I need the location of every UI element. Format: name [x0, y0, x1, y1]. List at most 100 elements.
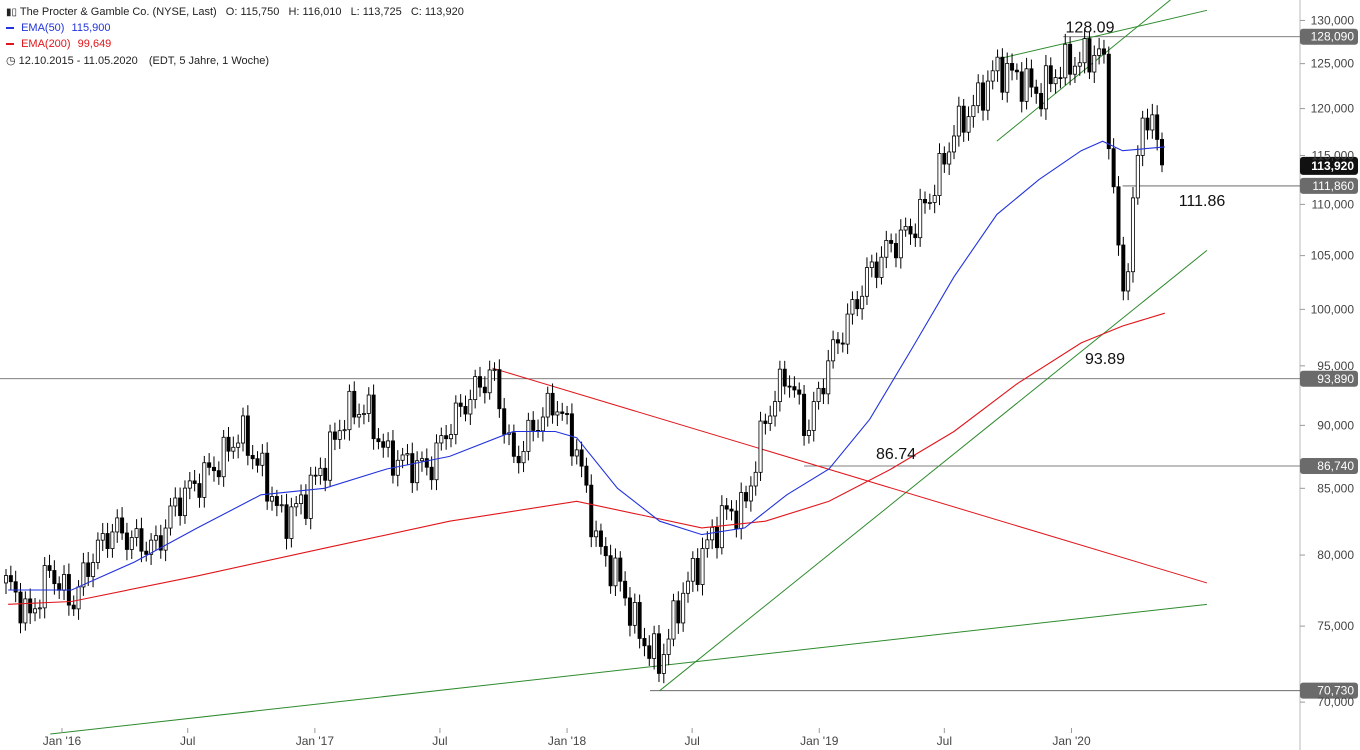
candle-body: [410, 453, 415, 484]
candle-body: [652, 633, 657, 659]
candle-body: [1087, 38, 1092, 73]
price-level-label: 70,730: [1317, 684, 1354, 698]
candle-body: [28, 598, 33, 614]
candle-body: [1150, 114, 1155, 131]
candle-body: [1135, 155, 1140, 199]
candle-body: [361, 413, 366, 415]
candle-body: [115, 517, 120, 533]
candle-body: [337, 430, 342, 440]
moving-averages: [8, 140, 1165, 605]
candle-body: [429, 466, 434, 481]
date-range: ◷ 12.10.2015 - 11.05.2020 (EDT, 5 Jahre,…: [6, 54, 269, 67]
candle-body: [192, 480, 197, 484]
candle-body: [753, 471, 758, 487]
candle-body: [231, 446, 236, 452]
candle-body: [1097, 48, 1102, 56]
x-tick-label: Jan '17: [296, 734, 335, 748]
price-annotation: 86.74: [876, 446, 916, 463]
candle-body: [763, 420, 768, 424]
candle-body: [608, 555, 613, 587]
candle-body: [777, 368, 782, 403]
candle-body: [1077, 62, 1082, 67]
candle-body: [1116, 186, 1121, 246]
candle-body: [33, 608, 38, 614]
candle-body: [913, 233, 918, 239]
candle-body: [1034, 86, 1039, 94]
x-tick-label: Jul: [432, 734, 447, 748]
candle-body: [632, 602, 637, 626]
candle-body: [497, 369, 502, 410]
low-value: L: 113,725: [350, 6, 402, 18]
y-axis: 130,000 125,000 120,000 115,000 110,000 105,0…: [1300, 13, 1354, 709]
candle-body: [642, 638, 647, 647]
trendlines: [50, 0, 1208, 735]
candle-body: [806, 430, 811, 436]
trendline-green: [996, 0, 1172, 142]
candle-body: [1048, 65, 1053, 85]
x-tick-label: Jan '20: [1052, 734, 1091, 748]
candle-body: [352, 390, 357, 418]
price-level-label: 86,740: [1317, 459, 1354, 473]
candle-body: [52, 570, 57, 585]
candle-body: [681, 592, 686, 624]
candle-body: [332, 431, 337, 440]
candle-body: [1063, 43, 1068, 79]
candle-body: [787, 385, 792, 388]
candle-body: [758, 420, 763, 473]
candle-body: [47, 565, 52, 571]
candle-body: [129, 537, 134, 550]
candle-body: [1092, 55, 1097, 73]
legend-ema50[interactable]: EMA(50) 115,900: [6, 22, 110, 34]
candle-body: [826, 360, 831, 395]
candle-body: [676, 600, 681, 624]
candle-body: [86, 562, 91, 577]
candle-body: [71, 604, 76, 610]
candle-body: [371, 394, 376, 440]
candle-body: [656, 633, 661, 674]
candle-body: [879, 256, 884, 278]
candle-body: [376, 438, 381, 443]
candle-body: [323, 467, 328, 481]
candle-body: [260, 452, 265, 466]
candle-body: [1024, 68, 1029, 102]
candle-body: [1014, 69, 1019, 73]
candle-body: [279, 504, 284, 507]
y-tick-label: 85,000: [1317, 481, 1354, 495]
y-tick-label: 110,000: [1312, 197, 1355, 211]
candle-body: [211, 466, 216, 472]
candle-body: [1130, 197, 1135, 273]
price-annotation: 111.86: [1179, 193, 1226, 210]
candle-body: [976, 82, 981, 107]
candle-body: [178, 497, 183, 517]
ema200-swatch: [6, 43, 14, 46]
candle-body: [574, 449, 579, 457]
current-price-label: 113,920: [1311, 159, 1354, 173]
candle-body: [835, 339, 840, 344]
date-range-info: (EDT, 5 Jahre, 1 Woche): [148, 55, 270, 67]
candle-body: [1101, 48, 1106, 55]
price-level-label: 128,090: [1311, 30, 1355, 44]
candle-body: [415, 460, 420, 484]
candle-body: [463, 406, 468, 415]
candle-body: [565, 413, 570, 415]
candle-body: [1145, 117, 1150, 131]
candle-body: [144, 550, 149, 555]
y-tick-label: 80,000: [1317, 548, 1354, 562]
candle-body: [690, 557, 695, 582]
candle-body: [618, 557, 623, 582]
candle-body: [342, 429, 347, 432]
candle-body: [1068, 43, 1073, 75]
candle-body: [598, 530, 603, 547]
candle-body: [637, 602, 642, 639]
candle-body: [627, 597, 632, 626]
candle-body: [284, 504, 289, 539]
candle-body: [357, 414, 362, 418]
x-axis: Jan '16 Jul Jan '17 Jul Jan '18 Jul Jan '19 Jul…: [43, 728, 1091, 748]
candle-body: [13, 581, 18, 593]
y-tick-label: 100,000: [1311, 302, 1355, 316]
candle-body: [482, 386, 487, 394]
candle-body: [647, 645, 652, 659]
legend-ema200[interactable]: EMA(200) 99,649: [6, 38, 111, 50]
candle-body: [473, 376, 478, 401]
